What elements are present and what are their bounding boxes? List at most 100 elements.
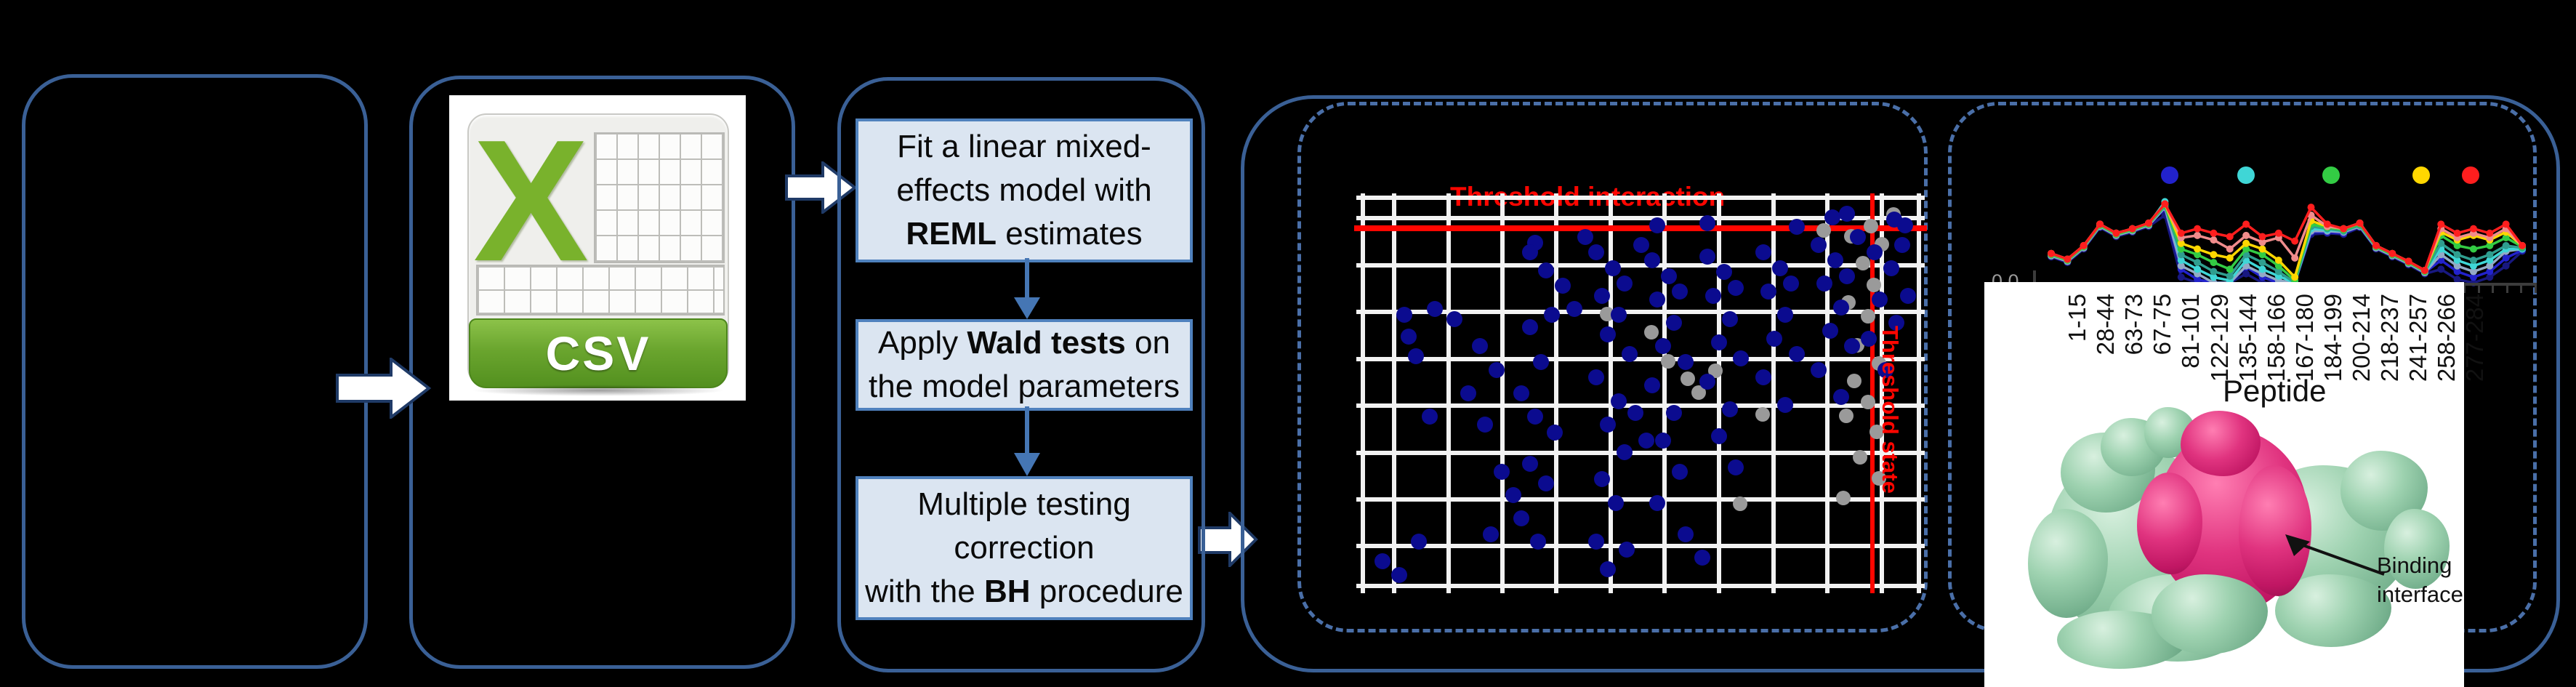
series-marker-red (2486, 229, 2494, 237)
scatter-point-significant (1608, 494, 1625, 511)
scatter-point-significant (1755, 369, 1771, 386)
series-marker-navy (2502, 262, 2510, 270)
scatter-point-significant (1482, 526, 1499, 542)
scatter-point-significant (1513, 510, 1530, 527)
panel-threshold-scatter (1297, 102, 1928, 632)
scatter-point-nonsignificant (1855, 256, 1870, 271)
series-marker-red (2502, 220, 2510, 228)
gridline-horizontal (1356, 262, 1925, 268)
scatter-point-significant (1599, 326, 1616, 343)
series-marker-red (2242, 220, 2250, 228)
flow-box-wald: Apply Wald tests on the model parameters (856, 319, 1193, 411)
binding-interface-blob (2181, 411, 2261, 476)
x-tick (2520, 286, 2523, 293)
csv-label: CSV (545, 326, 651, 380)
series-marker-blue (2502, 254, 2510, 262)
series-marker-red (2274, 229, 2282, 237)
x-tick (2492, 286, 2495, 293)
series-marker-yellow (2194, 245, 2202, 253)
threshold-interaction-line (1354, 225, 1927, 231)
binding-interface-blob (2137, 473, 2202, 574)
down-arrow-2 (1014, 406, 1040, 476)
series-marker-steel (2453, 262, 2461, 270)
series-marker-red (2177, 229, 2185, 237)
gridline-horizontal (1356, 310, 1925, 315)
binding-interface-annotation: Binding interface (2377, 553, 2463, 607)
scatter-point-significant (1521, 244, 1538, 261)
series-marker-red (2340, 225, 2348, 233)
series-marker-salmon (2291, 254, 2299, 262)
scatter-point-significant (1410, 534, 1427, 550)
series-marker-cyan (2210, 273, 2218, 281)
legend-dot-0 (2161, 166, 2178, 184)
scatter-point-significant (1616, 276, 1633, 292)
block-arrow-step1-to-step2 (336, 358, 432, 419)
scatter-point-significant (1649, 291, 1666, 308)
x-tick (2505, 286, 2508, 293)
scatter-point-significant (1849, 228, 1866, 245)
flow-box-bh-line2: correction (954, 530, 1095, 566)
series-marker-red (2469, 225, 2477, 233)
scatter-point-significant (1672, 284, 1689, 300)
scatter-point-significant (1446, 310, 1463, 327)
scatter-point-nonsignificant (1680, 371, 1695, 387)
series-marker-navy (2453, 276, 2461, 284)
flow-box-wald-line2: the model parameters (869, 369, 1180, 404)
scatter-point-nonsignificant (1872, 471, 1887, 486)
series-marker-teal (2486, 251, 2494, 259)
scatter-point-significant (1677, 353, 1694, 370)
gridline-horizontal (1356, 584, 1925, 589)
scatter-point-significant (1694, 549, 1710, 566)
scatter-point-significant (1788, 219, 1805, 236)
series-marker-salmon (2194, 231, 2202, 239)
x-tick-label: 158-166 (2262, 294, 2290, 382)
series-marker-red (2323, 220, 2331, 228)
x-tick-label: 241-257 (2404, 294, 2432, 382)
series-marker-red (2404, 257, 2412, 265)
scatter-point-significant (1811, 236, 1827, 253)
scatter-point-significant (1605, 260, 1622, 276)
flow-box-bh-line1: Multiple testing (917, 486, 1131, 522)
scatter-point-significant (1460, 385, 1477, 401)
peptide-line-chart (2048, 198, 2526, 286)
series-marker-red (2226, 233, 2234, 241)
flow-box-reml: Fit a linear mixed- effects model with R… (856, 118, 1193, 262)
series-marker-green (2194, 251, 2202, 259)
scatter-point-nonsignificant (1660, 353, 1675, 369)
series-line-teal (2050, 204, 2523, 285)
scatter-point-significant (1532, 353, 1549, 370)
scatter-point-significant (1699, 214, 1716, 231)
scatter-point-significant (1824, 209, 1841, 225)
series-marker-red (2112, 229, 2120, 237)
scatter-point-significant (1666, 404, 1683, 421)
scatter-point-nonsignificant (1599, 307, 1614, 322)
scatter-point-nonsignificant (1863, 219, 1878, 234)
scatter-point-significant (1896, 217, 1913, 233)
series-marker-red (2307, 204, 2315, 212)
scatter-point-significant (1710, 428, 1727, 445)
scatter-point-nonsignificant (1755, 406, 1770, 422)
flow-box-wald-line1: Apply Wald tests on (878, 325, 1170, 361)
scatter-point-nonsignificant (1835, 491, 1851, 506)
scatter-point-nonsignificant (1643, 324, 1659, 340)
legend-dot-1 (2237, 166, 2255, 184)
scatter-point-significant (1529, 534, 1546, 550)
scatter-point-significant (1655, 338, 1672, 355)
scatter-point-significant (1766, 330, 1783, 347)
scatter-point-significant (1649, 217, 1666, 233)
scatter-point-significant (1660, 268, 1677, 284)
csv-file-icon: X CSV (449, 95, 746, 401)
scatter-point-significant (1374, 553, 1390, 570)
series-marker-green (2210, 259, 2218, 267)
scatter-point-significant (1832, 389, 1849, 406)
series-marker-navy (2486, 273, 2494, 281)
gridline-vertical (1824, 193, 1830, 593)
gridline-vertical (1554, 193, 1559, 593)
threshold-scatter-plot (1354, 193, 1927, 593)
threshold-state-label: Threshold state (1877, 326, 1903, 494)
flow-box-reml-line1: Fit a linear mixed- (897, 129, 1151, 164)
scatter-point-significant (1777, 397, 1794, 414)
panel-step-1 (22, 74, 368, 669)
series-marker-red (2096, 220, 2104, 228)
